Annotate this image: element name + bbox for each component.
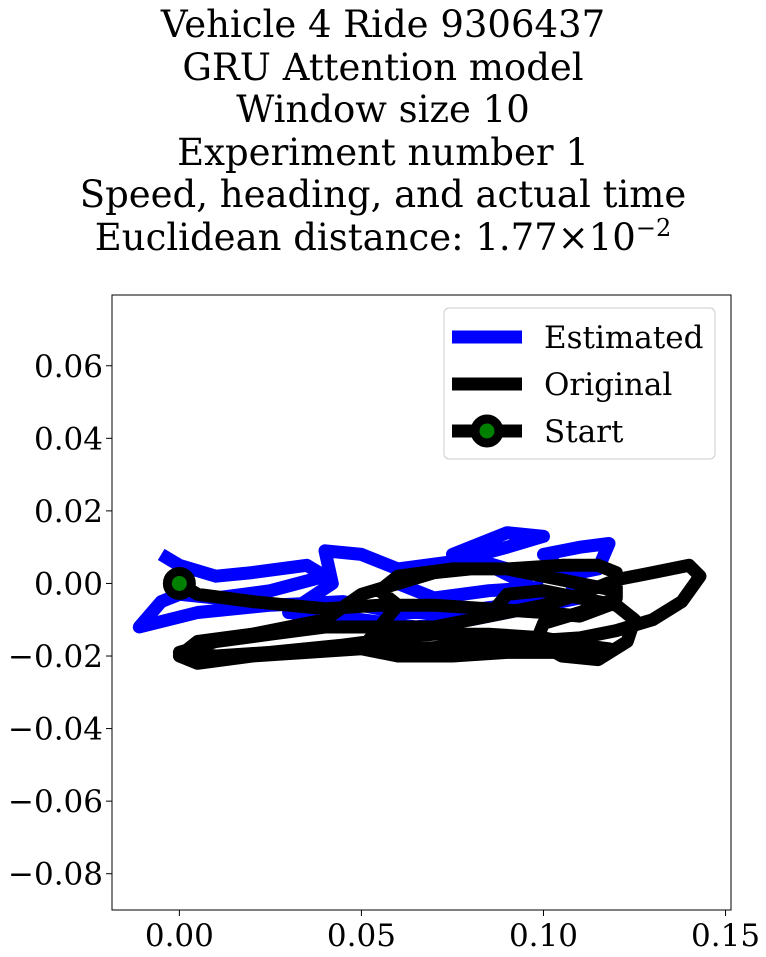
distance-label: Euclidean distance: 1.77 [94, 215, 558, 259]
distance-exponent: −2 [635, 213, 672, 242]
title-line-2: GRU Attention model [182, 45, 584, 89]
y-tick-label: −0.04 [8, 712, 103, 748]
distance-times: × [557, 215, 589, 259]
legend-label-estimated: Estimated [544, 320, 703, 356]
y-axis: 0.06 0.04 0.02 0.00 −0.02 −0.04 −0.06 −0.08 [8, 349, 112, 893]
chart-title: Vehicle 4 Ride 9306437 GRU Attention mod… [0, 3, 766, 260]
y-tick-label: 0.00 [34, 566, 103, 602]
y-tick-label: −0.02 [8, 639, 103, 675]
distance-base: 10 [588, 215, 636, 259]
legend-label-original: Original [544, 367, 672, 403]
start-marker [162, 566, 196, 600]
y-tick-label: −0.06 [8, 784, 103, 820]
title-line-1: Vehicle 4 Ride 9306437 [160, 3, 606, 46]
title-line-4: Experiment number 1 [177, 130, 589, 174]
y-tick-label: 0.06 [34, 349, 103, 385]
x-tick-label: 0.15 [691, 918, 760, 954]
legend-label-start: Start [544, 414, 624, 450]
x-tick-label: 0.00 [145, 918, 214, 954]
legend-box [443, 307, 716, 460]
x-tick-label: 0.05 [327, 918, 396, 954]
title-line-3: Window size 10 [236, 88, 530, 131]
x-axis: 0.00 0.05 0.10 0.15 [145, 910, 760, 954]
plot-frame [111, 294, 732, 911]
series-layer [132, 526, 707, 670]
y-tick-label: −0.08 [8, 857, 103, 893]
title-line-6: Euclidean distance: 1.77×10−2 [0, 213, 766, 260]
x-tick-label: 0.10 [509, 918, 578, 954]
start-layer [162, 566, 196, 600]
legend-marker-start [470, 414, 504, 448]
legend: Estimated Original Start [443, 307, 716, 460]
y-tick-label: 0.02 [34, 494, 103, 530]
title-line-5: Speed, heading, and actual time [79, 173, 687, 216]
y-tick-label: 0.04 [34, 421, 103, 457]
series-line-original [172, 558, 707, 670]
